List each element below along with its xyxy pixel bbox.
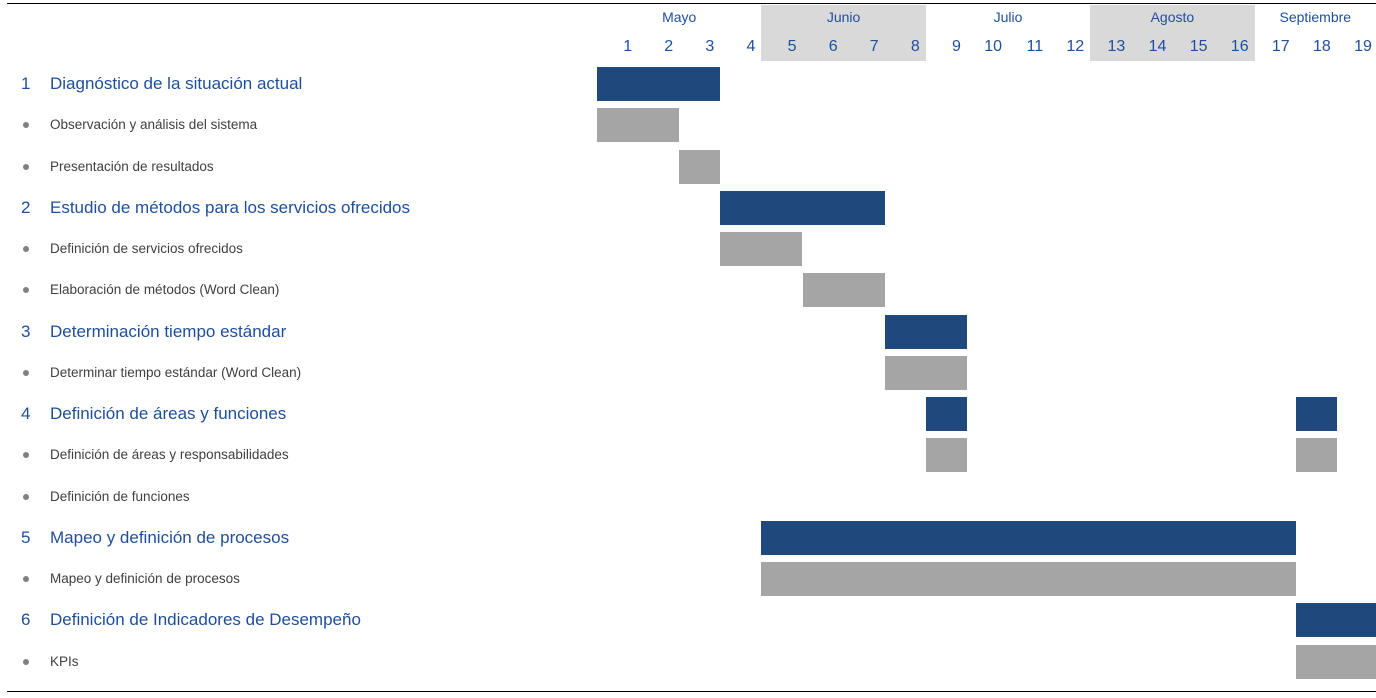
week-number: 10 [984,38,1002,55]
subtask-bar [802,273,885,308]
subtask-bar [1295,644,1376,679]
bullet-icon [23,658,29,665]
month-label: Mayo [662,9,697,25]
week-number: 11 [1026,38,1044,55]
task-number: 4 [21,404,31,423]
month-label: Junio [826,9,861,25]
bullet-icon [23,122,29,129]
subtask-bar [761,562,1296,596]
week-number: 12 [1066,38,1085,55]
subtask-label: Elaboración de métodos (Word Clean) [50,282,280,298]
task-bar [761,520,1296,555]
week-number: 4 [746,38,756,55]
bullet-icon [23,369,29,376]
bullet-icon [23,576,29,582]
task-bar [884,314,967,349]
subtask-label: Presentación de resultados [50,158,214,174]
task-number: 6 [21,610,31,630]
subtask-bar [884,355,967,390]
week-number: 13 [1107,38,1126,55]
task-label: Diagnóstico de la situación actual [50,74,303,93]
subtask-bar [679,149,721,184]
week-number: 1 [623,38,633,55]
month-label: Julio [993,9,1023,25]
subtask-bar [1295,438,1337,473]
task-bar [720,190,885,225]
subtask-bar [925,438,967,473]
task-bar [597,67,721,101]
week-number: 7 [869,38,879,55]
task-bar [925,397,967,431]
week-number: 8 [910,38,920,55]
task-label: Mapeo y definición de procesos [50,527,290,547]
bullet-icon [23,287,29,294]
month-label: Agosto [1150,9,1195,25]
task-label: Definición de áreas y funciones [50,404,287,423]
week-number: 3 [705,38,715,55]
week-number: 6 [828,38,838,55]
subtask-label: Definición de servicios ofrecidos [50,241,243,256]
week-number: 17 [1271,38,1290,55]
task-number: 1 [21,74,31,93]
subtask-bar [597,108,680,143]
month-band [761,5,926,61]
week-number: 18 [1312,38,1331,55]
subtask-label: Definición de áreas y responsabilidades [50,447,289,463]
subtask-label: Determinar tiempo estándar (Word Clean) [50,364,302,380]
task-number: 5 [21,527,31,547]
week-number: 5 [787,38,797,55]
week-number: 15 [1189,38,1208,55]
week-number: 9 [951,38,961,55]
task-label: Determinación tiempo estándar [50,321,287,341]
task-label: Estudio de métodos para los servicios of… [50,197,411,217]
bullet-icon [23,452,29,459]
subtask-label: Mapeo y definición de procesos [50,571,240,586]
week-number: 16 [1230,38,1249,55]
bullet-icon [23,163,29,170]
month-band [1090,5,1255,61]
subtask-label: Observación y análisis del sistema [50,117,258,133]
task-label: Definición de Indicadores de Desempeño [50,610,361,630]
task-number: 2 [21,197,31,217]
week-number: 2 [664,38,674,55]
bottom-rule [7,691,1376,692]
week-number: 14 [1148,38,1167,55]
bullet-icon [23,493,29,500]
task-number: 3 [21,321,31,341]
month-label: Septiembre [1279,9,1352,25]
subtask-label: KPIs [50,653,79,669]
task-bar [1295,603,1376,638]
task-bar [1295,397,1337,431]
week-number: 19 [1354,38,1372,55]
bullet-icon [23,246,29,252]
subtask-label: Definición de funciones [50,488,190,504]
top-rule [7,3,1376,4]
subtask-bar [720,232,803,266]
